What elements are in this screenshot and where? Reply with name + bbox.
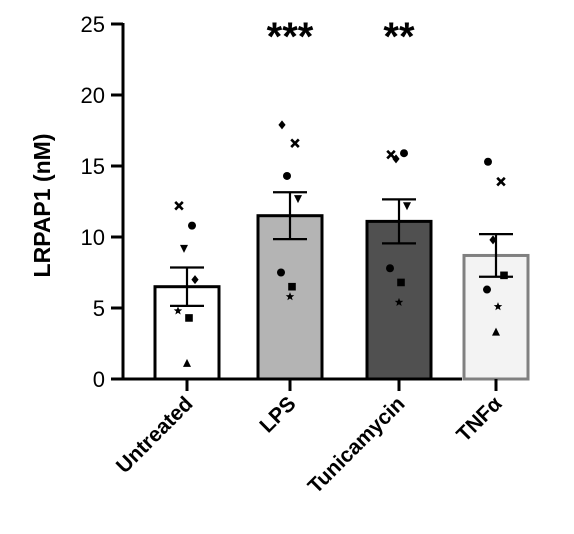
y-axis-title: LRPAP1 (nM) — [29, 134, 55, 278]
y-ticks: 0 5 10 15 20 25 — [81, 12, 123, 392]
x-mark-stroke — [386, 149, 396, 160]
x-mark-stroke — [290, 138, 300, 148]
x-ticks: Untreated LPS Tunicamycin TNFα — [112, 379, 507, 498]
square-point — [397, 278, 405, 287]
y-tick-label: 25 — [81, 12, 105, 37]
square-point — [288, 282, 296, 291]
diamond-point — [191, 275, 199, 285]
triangle-up-point — [492, 327, 500, 336]
circle-point — [283, 171, 291, 180]
significance-label: *** — [267, 15, 314, 59]
diamond-point — [392, 154, 400, 164]
x-tick-label: LPS — [255, 392, 300, 437]
triangle-down-point — [180, 244, 188, 253]
y-tick-label: 0 — [93, 367, 105, 392]
star-point — [285, 292, 295, 301]
circle-point — [484, 157, 492, 166]
x-mark-point — [386, 149, 396, 160]
circle-point — [400, 149, 408, 158]
x-tick-label: Untreated — [112, 392, 198, 478]
significance-label: ** — [383, 15, 415, 59]
x-mark-stroke — [496, 176, 506, 187]
y-tick-label: 10 — [81, 225, 105, 250]
x-tick-label: Tunicamycin — [304, 392, 410, 498]
circle-point — [386, 264, 394, 273]
circle-point — [483, 285, 491, 294]
square-point — [500, 271, 508, 280]
bars — [153, 214, 530, 381]
x-mark-stroke — [174, 201, 184, 211]
y-tick-label: 5 — [93, 296, 105, 321]
diamond-point — [489, 235, 497, 245]
x-mark-point — [496, 176, 506, 187]
star-point — [173, 306, 183, 315]
square-point — [185, 314, 193, 322]
data-points — [173, 120, 508, 367]
significance-marks: *** ** — [267, 15, 415, 59]
y-tick-label: 15 — [81, 154, 105, 179]
triangle-up-point — [183, 358, 191, 367]
triangle-down-point — [294, 195, 302, 204]
star-point — [394, 297, 404, 306]
diamond-point — [278, 120, 286, 130]
error-bars — [170, 191, 513, 307]
x-mark-point — [290, 138, 300, 148]
x-mark-point — [174, 201, 184, 211]
y-tick-label: 20 — [81, 83, 105, 108]
star-point — [493, 302, 503, 311]
circle-point — [188, 221, 196, 230]
circle-point — [277, 268, 285, 277]
triangle-down-point — [403, 202, 411, 211]
x-tick-label: TNFα — [452, 392, 506, 446]
